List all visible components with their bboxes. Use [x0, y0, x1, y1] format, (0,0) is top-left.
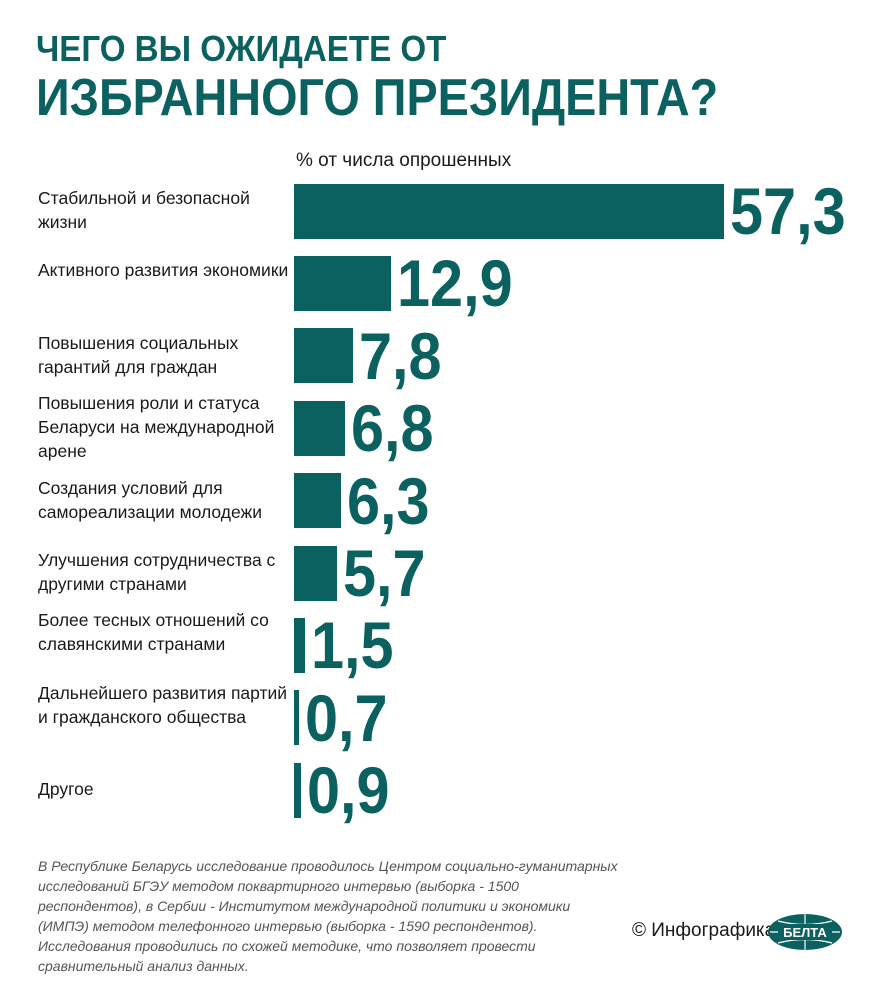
bar: [294, 183, 724, 239]
title-line-1: ЧЕГО ВЫ ОЖИДАЕТЕ ОТ: [36, 28, 447, 69]
unit-label: % от числа опрошенных: [296, 150, 512, 171]
value-label: 5,7: [342, 536, 426, 610]
category-label: Стабильной и безопасной жизни: [38, 188, 250, 232]
value-label: 0,7: [305, 680, 388, 755]
category-label: Более тесных отношений со славянскими ст…: [38, 610, 269, 655]
bar: [294, 617, 306, 673]
value-label: 6,3: [347, 463, 430, 538]
category-label: Другое: [38, 779, 94, 800]
value-label: 0,9: [306, 753, 390, 828]
category-label: Активного развития экономики: [38, 260, 289, 281]
category-label: Повышения социальных гарантий для гражда…: [38, 332, 239, 377]
title-line-2: ИЗБРАННОГО ПРЕЗИДЕНТА?: [36, 69, 719, 127]
category-label: Дальнейшего развития партий и гражданско…: [38, 682, 288, 727]
footnote: В Республике Беларусь исследование прово…: [38, 858, 618, 974]
value-label: 7,8: [358, 318, 442, 393]
bar: [294, 328, 353, 384]
value-label: 57,3: [730, 174, 846, 248]
category-label: Повышения роли и статуса Беларуси на меж…: [38, 393, 275, 462]
category-label: Создания условий для самореализации моло…: [38, 477, 262, 522]
bar: [294, 255, 391, 311]
value-label: 6,8: [351, 391, 434, 466]
bar: [294, 400, 346, 456]
belta-logo: БЕЛТА: [768, 914, 842, 950]
bar: [294, 762, 301, 818]
logo-text: БЕЛТА: [783, 925, 827, 940]
bar: [294, 545, 337, 601]
bar: [294, 473, 342, 529]
credit: © Инфографика: [632, 920, 776, 941]
value-label: 1,5: [311, 608, 394, 683]
bar: [294, 690, 300, 746]
value-label: 12,9: [396, 246, 513, 321]
category-label: Улучшения сотрудничества с другими стран…: [38, 550, 276, 594]
